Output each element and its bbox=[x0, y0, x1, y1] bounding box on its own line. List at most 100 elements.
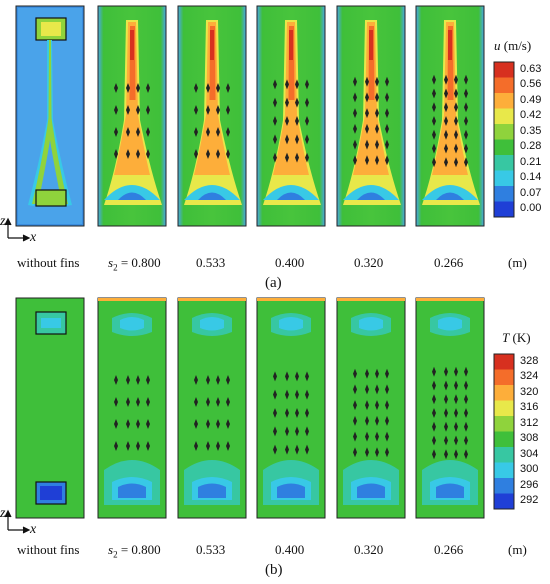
panel-b-fin-mark bbox=[126, 375, 130, 385]
panel-a-fin-mark bbox=[295, 79, 299, 90]
panel-b-fin-mark bbox=[114, 441, 118, 451]
panel-a-fin-mark bbox=[114, 105, 118, 115]
panel-a-fin-mark bbox=[305, 134, 309, 145]
panel-b-fin-mark bbox=[375, 415, 379, 426]
panel-b-fin-mark bbox=[206, 441, 210, 451]
panel-a-case-0-266 bbox=[415, 5, 485, 227]
panel-a-z-axis-label: z bbox=[0, 214, 6, 229]
panel-b-colorbar-tick-label: 292 bbox=[520, 494, 539, 507]
panel-a-fin-mark bbox=[305, 79, 309, 90]
panel-b-fin-mark bbox=[444, 435, 448, 446]
panel-a-fin-mark bbox=[305, 116, 309, 126]
panel-b-fin-mark bbox=[226, 441, 230, 451]
panel-a-fin-mark bbox=[454, 116, 458, 126]
panel-a-fin-mark bbox=[444, 102, 448, 113]
panel-a-label-s2: s2 = 0.800 bbox=[108, 255, 161, 273]
panel-b-label-0-320: 0.320 bbox=[354, 542, 384, 557]
panel-b-fin-mark bbox=[226, 397, 230, 407]
panel-b-colorbar-swatch bbox=[494, 462, 514, 478]
panel-b-colorbar bbox=[493, 353, 515, 510]
panel-a-fin-mark bbox=[464, 157, 468, 168]
panel-b-fin-mark bbox=[385, 415, 389, 426]
panel-a-fin-mark bbox=[273, 97, 277, 108]
panel-b-fin-mark bbox=[136, 441, 140, 451]
panel-b-fin-mark bbox=[385, 400, 389, 411]
panel-b-fin-mark bbox=[464, 435, 468, 446]
panel-b-fin-mark bbox=[375, 400, 379, 411]
panel-a-fin-mark bbox=[295, 97, 299, 108]
panel-a-fin-mark bbox=[365, 76, 369, 87]
panel-a-fin-mark bbox=[385, 155, 389, 166]
panel-a-fin-mark bbox=[273, 79, 277, 90]
panel-a-fin-mark bbox=[365, 155, 369, 166]
panel-a-case-without-fins bbox=[15, 5, 85, 227]
panel-a-colorbar-swatch bbox=[494, 62, 514, 78]
panel-b-case-0-320 bbox=[336, 297, 406, 519]
panel-a-fin-mark bbox=[126, 149, 130, 159]
panel-b-fin-mark bbox=[432, 408, 436, 418]
panel-b-colorbar-swatch bbox=[494, 447, 514, 463]
panel-b-fin-mark bbox=[295, 389, 299, 400]
panel-a-fin-mark bbox=[365, 92, 369, 103]
panel-a-colorbar bbox=[493, 61, 515, 218]
panel-b-fin-mark bbox=[353, 384, 357, 395]
panel-a-fin-mark bbox=[353, 76, 357, 87]
panel-a-fin-mark bbox=[365, 139, 369, 150]
panel-a-fin-mark bbox=[375, 139, 379, 150]
panel-a-fin-mark bbox=[353, 123, 357, 134]
panel-b-fin-mark bbox=[464, 449, 468, 460]
panel-a-case-0-800 bbox=[97, 5, 167, 227]
panel-a-fin-mark bbox=[226, 105, 230, 115]
panel-b-fin-mark bbox=[444, 408, 448, 418]
panel-b-fin-mark bbox=[385, 447, 389, 458]
panel-b-colorbar-swatch bbox=[494, 385, 514, 401]
panel-b-colorbar-swatch bbox=[494, 416, 514, 432]
panel-b-axis-triad bbox=[4, 509, 31, 534]
panel-b-fin-mark bbox=[365, 384, 369, 395]
panel-b-fin-mark bbox=[146, 397, 150, 407]
panel-a-colorbar-swatch bbox=[494, 155, 514, 171]
panel-a-fin-mark bbox=[353, 139, 357, 150]
panel-a-fin-mark bbox=[146, 83, 150, 93]
panel-b-fin-mark bbox=[194, 419, 198, 429]
panel-a-fin-mark bbox=[226, 83, 230, 93]
panel-b-fin-mark bbox=[305, 389, 309, 400]
panel-b-fin-mark bbox=[464, 421, 468, 432]
panel-a-fin-mark bbox=[136, 127, 140, 137]
panel-a-fin-mark bbox=[295, 152, 299, 163]
panel-a-fin-mark bbox=[216, 83, 220, 93]
panel-b-label-0-533: 0.533 bbox=[196, 542, 226, 557]
panel-b-fin-mark bbox=[365, 400, 369, 411]
panel-b-fin-mark bbox=[375, 447, 379, 458]
panel-a-x-axis-label: x bbox=[30, 230, 37, 245]
panel-b-colorbar-title: T (K) bbox=[502, 330, 531, 346]
panel-b-fins bbox=[114, 366, 468, 460]
panel-a-fin-mark bbox=[385, 139, 389, 150]
panel-b-fin-mark bbox=[365, 368, 369, 379]
panel-b-z-axis-label: z bbox=[0, 506, 6, 521]
panel-a-fin-mark bbox=[273, 116, 277, 126]
panel-a-colorbar-tick-label: 0.07 bbox=[520, 186, 542, 199]
panel-a-fin-mark bbox=[375, 108, 379, 119]
panel-b-fin-mark bbox=[126, 441, 130, 451]
panel-a-case-0-400 bbox=[256, 5, 326, 227]
panel-a-fin-mark bbox=[206, 127, 210, 137]
panel-a-fin-mark bbox=[432, 116, 436, 126]
panel-b-fin-mark bbox=[126, 397, 130, 407]
panel-a-fin-mark bbox=[114, 127, 118, 137]
panel-b-fin-mark bbox=[216, 375, 220, 385]
panel-b-fin-mark bbox=[454, 449, 458, 460]
panel-b-fin-mark bbox=[454, 394, 458, 405]
panel-a-fin-mark bbox=[194, 105, 198, 115]
panel-b-fin-mark bbox=[273, 408, 277, 418]
panel-a-fin-mark bbox=[226, 149, 230, 159]
panel-a-fin-mark bbox=[216, 127, 220, 137]
panel-a-fin-mark bbox=[444, 157, 448, 168]
panel-a-colorbar-swatch bbox=[494, 124, 514, 140]
panel-b-fin-mark bbox=[206, 419, 210, 429]
panel-b-colorbar-swatch bbox=[494, 354, 514, 370]
panel-b-fin-mark bbox=[146, 441, 150, 451]
panel-b-fin-mark bbox=[454, 435, 458, 446]
panel-a-fin-mark bbox=[385, 123, 389, 134]
panel-b-fin-mark bbox=[295, 426, 299, 437]
